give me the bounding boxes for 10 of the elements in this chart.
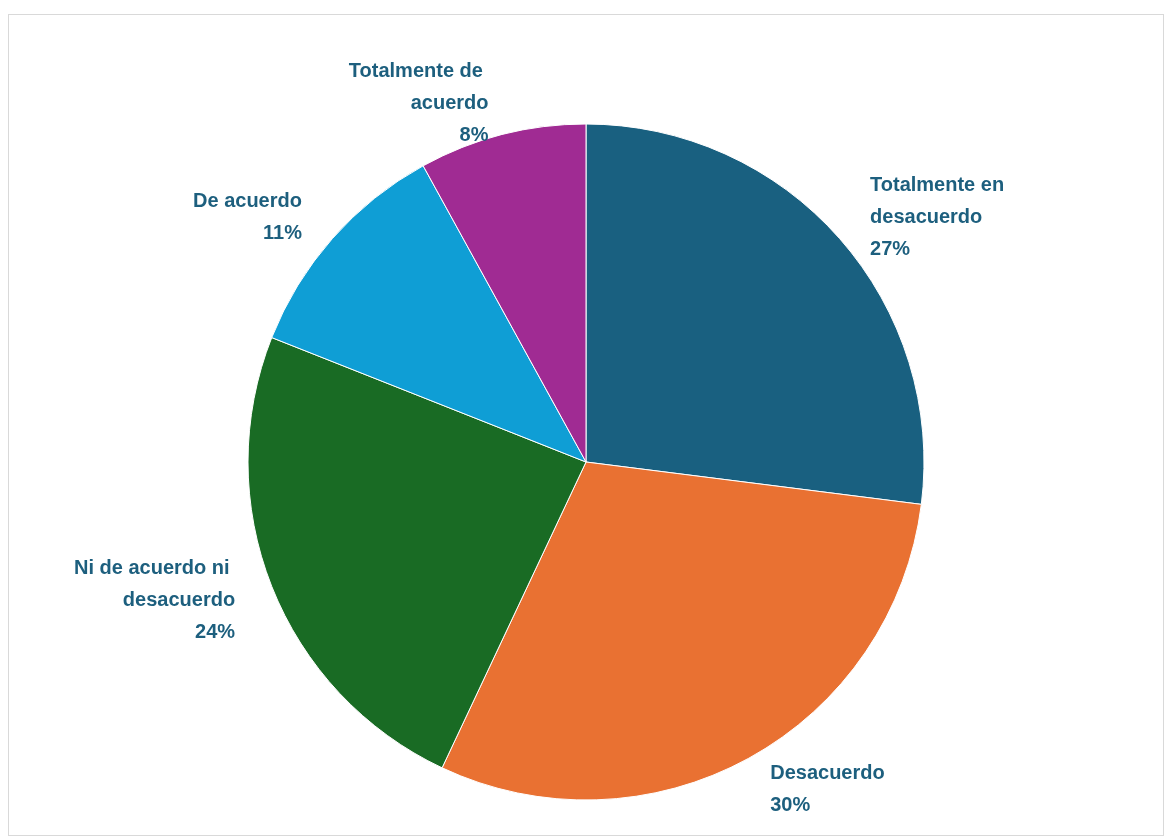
data-label: 24% <box>195 619 236 642</box>
slice-label: De acuerdo <box>193 188 302 211</box>
data-label: 11% <box>263 220 303 243</box>
slice-label: Totalmente en desacuerdo <box>870 172 1010 227</box>
slice-label: Totalmente de acuerdo <box>348 58 489 113</box>
slice-label: Ni de acuerdo ni desacuerdo <box>73 555 236 610</box>
data-label: 30% <box>770 792 811 815</box>
slice-label: Desacuerdo <box>770 760 885 783</box>
data-label: 8% <box>459 122 489 145</box>
data-label: 27% <box>870 236 911 259</box>
